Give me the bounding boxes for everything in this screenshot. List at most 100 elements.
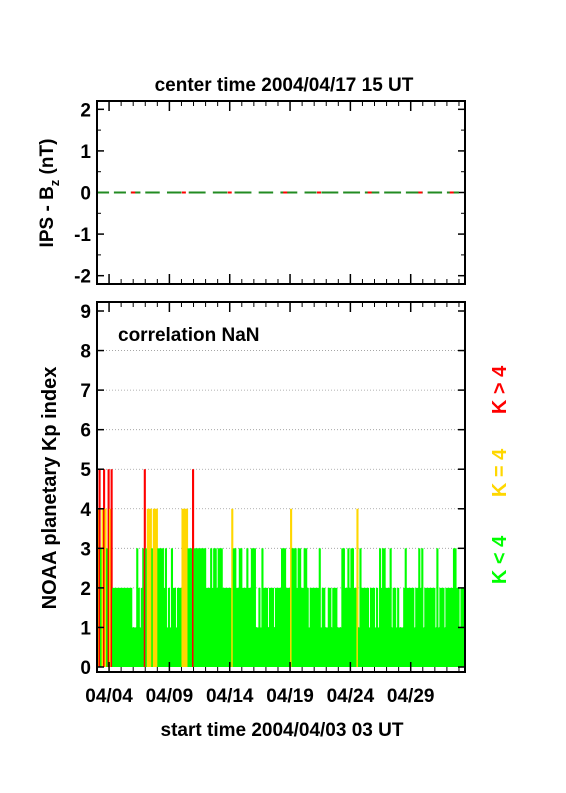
- kp-bar: [243, 587, 246, 667]
- kp-bar: [291, 548, 294, 667]
- kp-bar: [306, 587, 309, 667]
- kp-bar: [157, 548, 160, 667]
- kp-bar: [388, 587, 391, 667]
- kp-bar: [413, 627, 416, 667]
- kp-bar: [115, 587, 118, 667]
- kp-bar: [220, 548, 223, 667]
- kp-bar: [285, 587, 288, 667]
- kp-bar: [154, 508, 157, 667]
- kp-bar: [404, 548, 407, 667]
- kp-bar: [100, 548, 103, 667]
- bz-panel: center time 2004/04/17 15 UT 2 1 0 -1 -2 IPS…: [37, 75, 466, 288]
- kp-bar: [314, 587, 317, 667]
- bz-ytick-label: 2: [80, 100, 91, 121]
- kp-bar: [418, 548, 421, 667]
- kp-bar: [187, 548, 190, 667]
- kp-bar: [446, 587, 450, 667]
- kp-bar: [104, 508, 107, 667]
- kp-bar: [176, 587, 180, 667]
- kp-bar: [430, 587, 433, 667]
- kp-bar: [442, 587, 445, 667]
- kp-bar: [149, 508, 152, 667]
- svg-text:IPS - Bz (nT): IPS - Bz (nT): [37, 139, 62, 248]
- kp-plot-frame: [96, 301, 466, 673]
- kp-bar: [338, 627, 341, 667]
- kp-bar: [437, 627, 440, 667]
- kp-bar: [401, 627, 404, 667]
- kp-bar: [240, 548, 243, 667]
- kp-bar: [134, 627, 137, 667]
- kp-bar: [228, 587, 231, 667]
- kp-bar: [439, 587, 442, 667]
- kp-bar: [392, 587, 395, 667]
- kp-bar: [382, 548, 385, 667]
- kp-bar: [305, 548, 308, 667]
- kp-bar: [383, 548, 386, 667]
- kp-bar: [353, 587, 356, 667]
- kp-bar: [445, 587, 448, 667]
- kp-bar: [406, 587, 409, 667]
- kp-bar: [416, 587, 419, 667]
- kp-bar: [345, 587, 348, 667]
- kp-bar: [190, 548, 193, 667]
- kp-bar: [155, 508, 158, 667]
- bz-ytick-label: 0: [80, 184, 91, 205]
- top-panel-title: center time 2004/04/17 15 UT: [155, 75, 414, 96]
- kp-bar: [270, 587, 273, 667]
- kp-bar: [98, 469, 101, 667]
- kp-bar: [164, 548, 167, 667]
- kp-bar: [256, 627, 259, 667]
- bz-y-axis-label: IPS - Bz (nT): [37, 139, 62, 248]
- kp-bar: [151, 548, 154, 667]
- kp-bar: [299, 548, 302, 667]
- kp-bar: [118, 587, 121, 667]
- kp-bar: [448, 587, 451, 667]
- kp-bar: [385, 587, 388, 667]
- kp-bar: [143, 469, 146, 667]
- kp-bar: [376, 587, 379, 667]
- kp-bar: [219, 548, 222, 667]
- kp-bar: [281, 548, 284, 667]
- kp-bar: [232, 548, 235, 667]
- kp-bar: [422, 627, 425, 667]
- kp-bar: [170, 548, 174, 667]
- kp-bar: [380, 587, 383, 667]
- kp-bar: [172, 587, 175, 667]
- kp-bar: [142, 548, 145, 667]
- kp-ytick-label: 2: [80, 579, 91, 600]
- kp-bar: [321, 587, 324, 667]
- kp-bar: [386, 587, 389, 667]
- kp-bar: [146, 508, 149, 667]
- kp-bar: [341, 548, 344, 667]
- kp-bar: [379, 548, 382, 667]
- kp-bar: [261, 548, 264, 667]
- kp-bar: [231, 508, 234, 667]
- kp-bar: [139, 627, 142, 667]
- kp-bar: [320, 627, 323, 667]
- kp-bar: [348, 587, 351, 667]
- kp-ytick-label: 0: [80, 658, 91, 679]
- kp-bar: [137, 587, 140, 667]
- kp-bar: [204, 548, 207, 667]
- kp-ytick-label: 1: [80, 618, 91, 639]
- kp-bar: [214, 548, 217, 667]
- kp-bar: [107, 469, 110, 667]
- kp-bar: [303, 548, 306, 667]
- kp-bar: [395, 627, 398, 667]
- kp-bar: [252, 548, 255, 667]
- kp-bar: [181, 508, 184, 667]
- kp-bar: [403, 587, 406, 667]
- kp-bar: [455, 587, 459, 667]
- kp-bar: [110, 469, 113, 667]
- kp-bar: [133, 627, 136, 667]
- kp-xtick-label: 04/19: [266, 686, 314, 707]
- kp-bar: [238, 548, 241, 667]
- kp-bar: [339, 627, 342, 667]
- kp-bar: [193, 548, 196, 667]
- kp-bar: [185, 508, 189, 667]
- kp-ytick-label: 9: [80, 302, 91, 323]
- bz-ytick-label: -1: [74, 225, 91, 246]
- kp-bar: [347, 548, 350, 667]
- kp-xtick-label: 04/14: [206, 686, 254, 707]
